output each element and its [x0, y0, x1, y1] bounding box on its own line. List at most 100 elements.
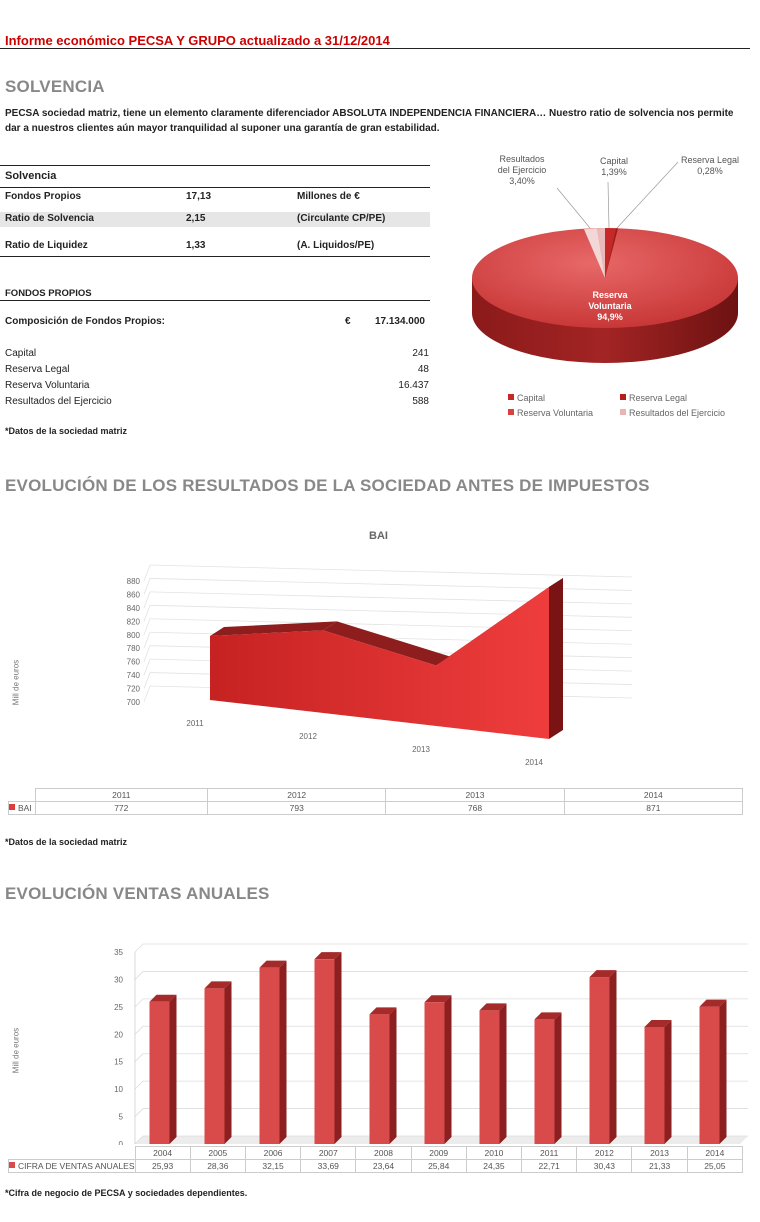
- gridline: [134, 1053, 144, 1062]
- row-unit: (A. Liquidos/PE): [297, 240, 375, 251]
- bar-side: [169, 994, 177, 1144]
- bar-2005: [204, 988, 225, 1144]
- bai-col-header: 2014: [563, 788, 744, 802]
- bai-col-header: 2011: [34, 788, 209, 802]
- bai-chart-title: BAI: [369, 530, 388, 542]
- legend-swatch: [9, 804, 15, 810]
- item-value: 588: [412, 396, 429, 407]
- pie-legend-item: Capital: [508, 393, 545, 403]
- y-tick-label: 840: [127, 604, 141, 613]
- bar-2007: [314, 959, 335, 1144]
- legend-swatch: [620, 394, 626, 400]
- bar-2008: [369, 1014, 390, 1144]
- item-value: 48: [417, 364, 429, 375]
- table-bottom-rule: [0, 256, 430, 257]
- gridline: [143, 658, 151, 676]
- pie-slice-legal: [605, 228, 618, 278]
- y-tick-label: 820: [127, 617, 141, 626]
- bar-2004: [149, 1001, 170, 1144]
- item-label: Reserva Legal: [5, 364, 70, 375]
- bar-side: [609, 970, 617, 1144]
- bai-cell: 768: [385, 801, 565, 815]
- item-label: Capital: [5, 348, 37, 359]
- bai-cell: 871: [563, 801, 744, 815]
- bai-heading: EVOLUCIÓN DE LOS RESULTADOS DE LA SOCIED…: [5, 476, 650, 495]
- table-title-rule: [0, 187, 430, 188]
- gridline: [143, 618, 151, 635]
- pie-label-resultados: Resultados del Ejercicio 3,40%: [497, 154, 547, 186]
- composition-label: Composición de Fondos Propios:: [5, 316, 165, 327]
- y-tick-label: 10: [114, 1085, 123, 1094]
- gridline: [143, 605, 151, 622]
- bar-top: [589, 970, 617, 978]
- y-tick-label: 800: [127, 631, 141, 640]
- ventas-col-header: 2012: [576, 1146, 633, 1160]
- pie-label-voluntaria: Reserva Voluntaria 94,9%: [588, 290, 632, 322]
- bar-top: [479, 1003, 507, 1011]
- bar-top: [644, 1019, 672, 1027]
- y-tick-label: 880: [127, 577, 141, 586]
- gridline: [134, 971, 144, 980]
- gridline: [143, 591, 151, 609]
- ventas-col-header: 2007: [300, 1146, 357, 1160]
- bar-side: [334, 952, 342, 1144]
- bar-top: [424, 995, 452, 1003]
- solvencia-intro: PECSA sociedad matriz, tiene un elemento…: [5, 108, 734, 134]
- legend-swatch: [508, 394, 514, 400]
- bar-top: [314, 952, 342, 960]
- row-label: Ratio de Solvencia: [5, 213, 94, 224]
- bai-cell: 772: [34, 801, 209, 815]
- ventas-col-header: 2009: [410, 1146, 467, 1160]
- ventas-cell: 21,33: [631, 1159, 688, 1173]
- bar-2012: [589, 977, 610, 1144]
- gridline: [149, 564, 633, 578]
- bar-side: [499, 1003, 507, 1144]
- ventas-heading: EVOLUCIÓN VENTAS ANUALES: [5, 884, 270, 903]
- x-tick-label: 2014: [525, 758, 543, 767]
- report-title: Informe económico PECSA Y GRUPO actualiz…: [5, 33, 390, 48]
- bar-2013: [644, 1026, 665, 1144]
- pie-slice-capital: [605, 228, 616, 278]
- x-tick-label: 2013: [412, 745, 430, 754]
- composition-currency: €: [345, 316, 351, 327]
- leader-line: [616, 161, 679, 229]
- area-side: [549, 578, 563, 739]
- y-tick-label: 35: [114, 948, 123, 957]
- bai-series-label: BAI: [8, 801, 36, 815]
- gridline: [143, 578, 151, 595]
- y-tick-label: 860: [127, 590, 141, 599]
- ventas-cell: 25,93: [134, 1159, 191, 1173]
- row-unit: Millones de €: [297, 191, 360, 202]
- bar-side: [554, 1012, 562, 1144]
- bai-cell: 793: [207, 801, 387, 815]
- bar-2011: [534, 1019, 555, 1144]
- pie-legend-item: Resultados del Ejercicio: [620, 408, 725, 418]
- bar-top: [699, 999, 727, 1007]
- fondos-propios-title: FONDOS PROPIOS: [5, 288, 92, 299]
- area-series-bai: [210, 587, 549, 739]
- y-tick-label: 740: [127, 671, 141, 680]
- gridline: [143, 672, 151, 689]
- item-label: Reserva Voluntaria: [5, 380, 90, 391]
- table-top-rule: [0, 165, 430, 166]
- ventas-col-header: 2006: [244, 1146, 302, 1160]
- pie-slice-resultados: [597, 228, 605, 278]
- gridline: [134, 943, 144, 953]
- ventas-col-header: 2011: [521, 1146, 578, 1160]
- gridline: [134, 1135, 144, 1145]
- row-label: Ratio de Liquidez: [5, 240, 88, 251]
- gridline: [143, 685, 151, 703]
- y-tick-label: 720: [127, 685, 141, 694]
- y-tick-label: 15: [114, 1058, 123, 1067]
- item-label: Resultados del Ejercicio: [5, 396, 112, 407]
- bar-top: [204, 981, 232, 989]
- y-tick-label: 20: [114, 1030, 123, 1039]
- pie-label-legal: Reserva Legal 0,28%: [680, 155, 740, 176]
- bai-data-table: 2011 2012 2013 2014 BAI 772 793 768 871: [8, 788, 744, 815]
- bar-top: [369, 1007, 397, 1015]
- bar-2006: [259, 967, 280, 1144]
- row-value: 1,33: [186, 240, 206, 251]
- y-tick-label: 30: [114, 975, 123, 984]
- table-row: Fondos Propios 17,13 Millones de €: [0, 190, 430, 205]
- ventas-col-header: 2004: [134, 1146, 191, 1160]
